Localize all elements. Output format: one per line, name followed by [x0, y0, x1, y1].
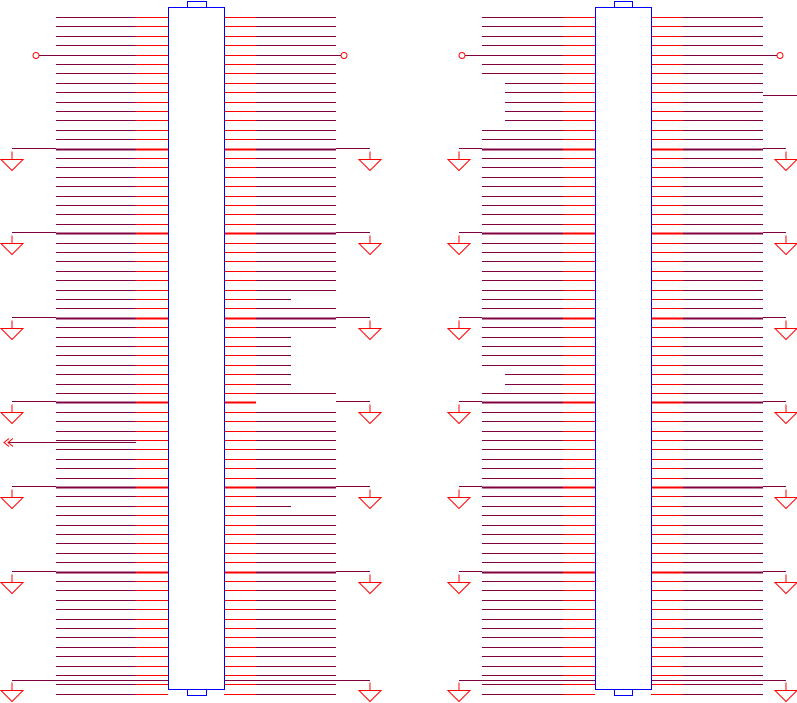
ground-icon	[0, 235, 25, 256]
ground-icon	[0, 320, 25, 341]
ground-icon	[0, 574, 25, 595]
ground-icon	[357, 235, 383, 256]
connector-body	[168, 7, 225, 690]
ground-icon	[773, 404, 797, 425]
ground-icon	[773, 235, 797, 256]
ground-icon	[357, 320, 383, 341]
ground-icon	[773, 574, 797, 595]
ground-icon	[446, 404, 472, 425]
ground-icon	[357, 682, 383, 703]
connector-j2	[446, 1, 797, 703]
connector-top-tab	[614, 1, 633, 8]
ground-icon	[446, 235, 472, 256]
test-point-icon	[458, 52, 466, 59]
ground-icon	[357, 574, 383, 595]
ground-icon	[357, 151, 383, 172]
test-point-icon	[32, 52, 40, 59]
ground-icon	[0, 489, 25, 510]
connector-body	[595, 7, 652, 690]
ground-icon	[0, 151, 25, 172]
ground-icon	[446, 320, 472, 341]
connector-j1	[0, 1, 383, 703]
ground-icon	[0, 404, 25, 425]
connector-top-tab	[187, 1, 207, 8]
ground-icon	[773, 151, 797, 172]
ground-icon	[773, 682, 797, 703]
ground-icon	[446, 682, 472, 703]
ground-icon	[446, 489, 472, 510]
ground-icon	[773, 489, 797, 510]
offpage-arrow-icon	[3, 438, 14, 447]
ground-icon	[773, 320, 797, 341]
test-point-icon	[340, 52, 348, 59]
ground-icon	[0, 682, 25, 703]
ground-icon	[446, 574, 472, 595]
ground-icon	[446, 151, 472, 172]
connector-bottom-tab	[187, 689, 207, 696]
test-point-icon	[776, 52, 784, 59]
connector-bottom-tab	[614, 689, 633, 696]
ground-icon	[357, 489, 383, 510]
ground-icon	[357, 404, 383, 425]
